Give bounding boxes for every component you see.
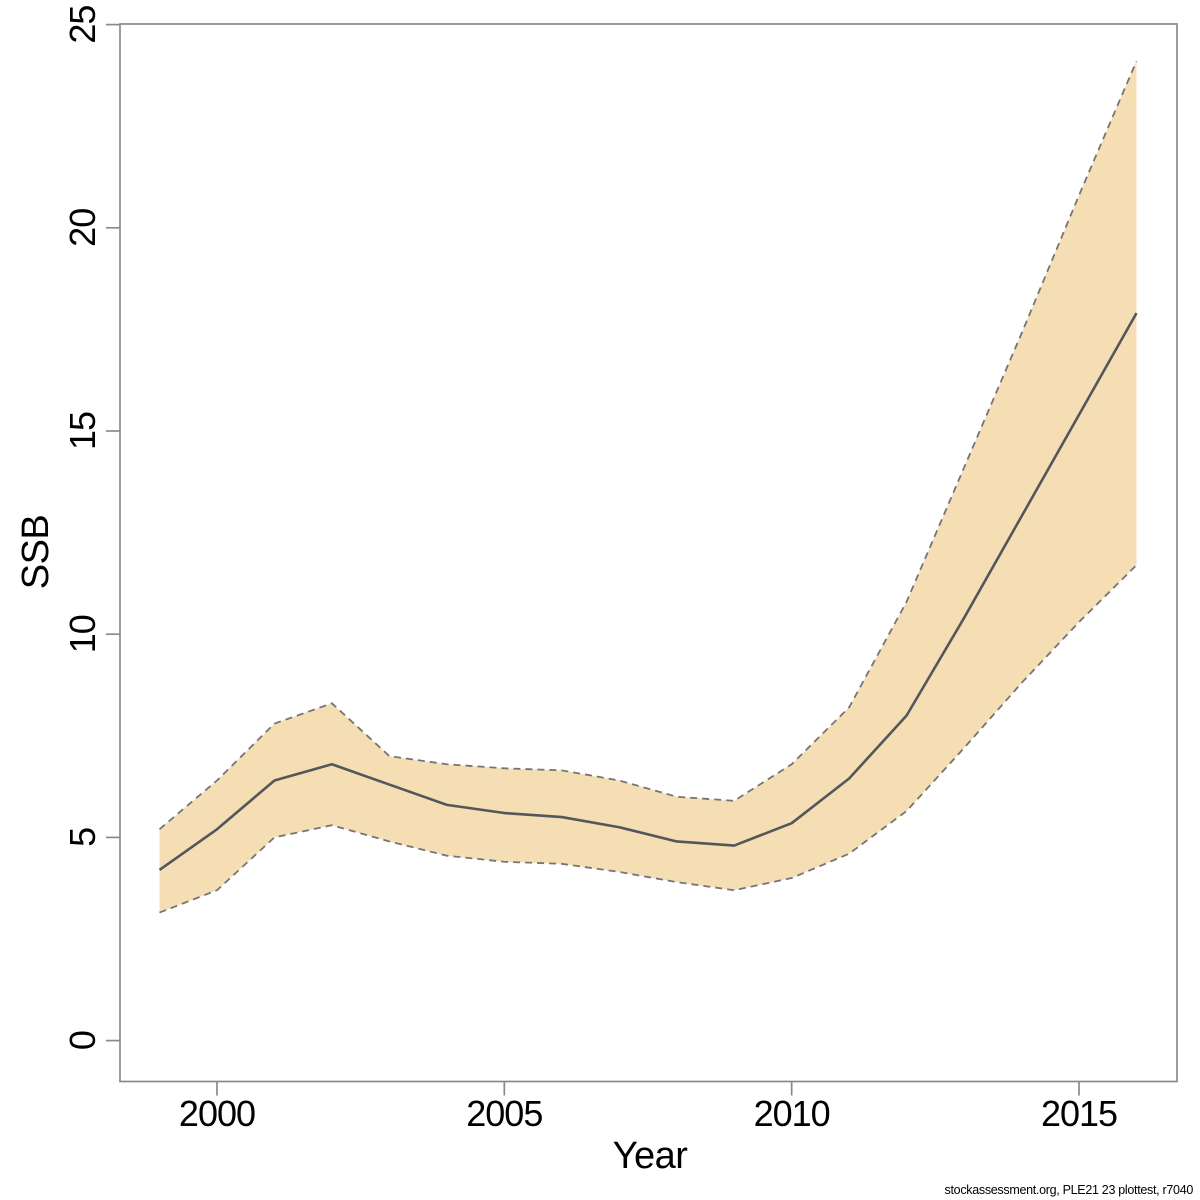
x-tick-label: 2005 [466, 1093, 542, 1134]
y-tick-label: 5 [62, 828, 103, 847]
x-tick-label: 2000 [179, 1093, 255, 1134]
watermark-credit: stockassessment.org, PLE21 23 plottest, … [945, 1183, 1194, 1197]
y-tick-label: 25 [62, 6, 103, 44]
y-tick-label: 20 [62, 209, 103, 247]
y-tick-label: 10 [62, 615, 103, 653]
x-tick-label: 2010 [754, 1093, 830, 1134]
y-tick-label: 0 [62, 1031, 103, 1050]
lower-ci-line [159, 564, 1138, 914]
x-tick-label: 2015 [1041, 1093, 1117, 1134]
plot-box [119, 23, 1178, 1083]
x-axis: 2000 2005 2010 2015 [179, 1081, 1118, 1134]
y-tick-label: 15 [62, 412, 103, 450]
upper-ci-line [158, 60, 1138, 830]
confidence-band [159, 61, 1137, 913]
x-axis-title: Year [613, 1135, 689, 1177]
y-axis: 0 5 10 15 20 25 [62, 6, 120, 1050]
ssb-estimate-line [158, 312, 1138, 871]
y-axis-title: SSB [15, 515, 57, 590]
